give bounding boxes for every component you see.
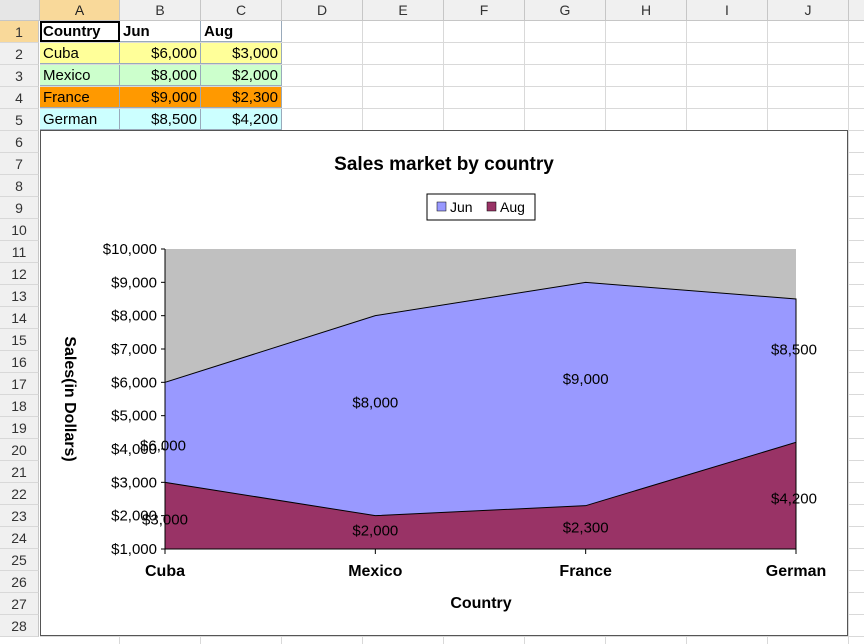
- column-header-a[interactable]: A: [40, 0, 120, 20]
- y-tick-label: $8,000: [111, 308, 157, 325]
- legend-label-jun: Jun: [450, 199, 473, 215]
- legend-swatch-jun: [436, 201, 447, 212]
- row-header-4[interactable]: 4: [0, 87, 39, 109]
- row-header-13[interactable]: 13: [0, 285, 39, 307]
- row-header-2[interactable]: 2: [0, 43, 39, 65]
- data-label-jun: $8,000: [352, 395, 398, 412]
- y-tick-label: $6,000: [111, 374, 157, 391]
- y-tick-label: $4,000: [111, 441, 157, 458]
- cell-aug[interactable]: $3,000: [201, 43, 282, 64]
- y-tick-label: $2,000: [111, 508, 157, 525]
- cell-country[interactable]: Cuba: [40, 43, 120, 64]
- cell-aug[interactable]: $2,300: [201, 87, 282, 108]
- gridline-horizontal: [40, 42, 864, 43]
- cell-jun[interactable]: $8,500: [120, 109, 201, 130]
- gridline-horizontal: [40, 108, 864, 109]
- y-axis-title: Sales(in Dollars): [61, 336, 78, 461]
- column-header-b[interactable]: B: [120, 0, 201, 20]
- data-label-aug: $2,000: [352, 522, 398, 539]
- row-header-7[interactable]: 7: [0, 153, 39, 175]
- data-label-aug: $2,300: [563, 519, 609, 536]
- cell-jun[interactable]: $8,000: [120, 65, 201, 86]
- row-header-27[interactable]: 27: [0, 593, 39, 615]
- gridline-horizontal: [40, 636, 864, 637]
- legend-label-aug: Aug: [500, 199, 525, 215]
- y-tick-label: $1,000: [111, 541, 157, 558]
- data-label-aug: $3,000: [142, 512, 188, 529]
- cell-aug[interactable]: $2,000: [201, 65, 282, 86]
- cell-jun[interactable]: $6,000: [120, 43, 201, 64]
- row-header-20[interactable]: 20: [0, 439, 39, 461]
- data-label-jun: $6,000: [140, 437, 186, 454]
- row-header-28[interactable]: 28: [0, 615, 39, 637]
- data-label-jun: $8,500: [771, 342, 817, 359]
- row-header-10[interactable]: 10: [0, 219, 39, 241]
- row-header-25[interactable]: 25: [0, 549, 39, 571]
- x-tick-label: France: [559, 563, 612, 580]
- select-all-corner[interactable]: [0, 0, 40, 20]
- row-header-18[interactable]: 18: [0, 395, 39, 417]
- x-tick-label: German: [766, 563, 826, 580]
- row-header-21[interactable]: 21: [0, 461, 39, 483]
- column-header-d[interactable]: D: [282, 0, 363, 20]
- gridline-horizontal: [40, 86, 864, 87]
- row-header-11[interactable]: 11: [0, 241, 39, 263]
- gridline-horizontal: [40, 64, 864, 65]
- gridline-vertical: [848, 21, 849, 644]
- row-header-24[interactable]: 24: [0, 527, 39, 549]
- x-tick-label: Cuba: [145, 563, 185, 580]
- row-header-5[interactable]: 5: [0, 109, 39, 131]
- cell-b1-header-jun[interactable]: Jun: [120, 21, 201, 42]
- cell-jun[interactable]: $9,000: [120, 87, 201, 108]
- data-label-aug: $4,200: [771, 491, 817, 508]
- data-label-jun: $9,000: [563, 371, 609, 388]
- chart-title: Sales market by country: [334, 154, 554, 175]
- row-header-8[interactable]: 8: [0, 175, 39, 197]
- row-header-12[interactable]: 12: [0, 263, 39, 285]
- cell-country[interactable]: German: [40, 109, 120, 130]
- cell-country[interactable]: Mexico: [40, 65, 120, 86]
- column-header-e[interactable]: E: [363, 0, 444, 20]
- row-header-1[interactable]: 1: [0, 21, 39, 43]
- column-header-f[interactable]: F: [444, 0, 525, 20]
- row-header-14[interactable]: 14: [0, 307, 39, 329]
- column-header-j[interactable]: J: [768, 0, 849, 20]
- column-header-h[interactable]: H: [606, 0, 687, 20]
- y-tick-label: $7,000: [111, 341, 157, 358]
- row-header-17[interactable]: 17: [0, 373, 39, 395]
- y-tick-label: $5,000: [111, 408, 157, 425]
- row-header-16[interactable]: 16: [0, 351, 39, 373]
- y-tick-label: $3,000: [111, 474, 157, 491]
- column-header-bar: A B C D E F G H I J: [0, 0, 864, 21]
- cell-a1-header-country[interactable]: Country: [40, 21, 120, 42]
- column-header-c[interactable]: C: [201, 0, 282, 20]
- row-header-6[interactable]: 6: [0, 131, 39, 153]
- cell-aug[interactable]: $4,200: [201, 109, 282, 130]
- column-header-i[interactable]: I: [687, 0, 768, 20]
- row-header-23[interactable]: 23: [0, 505, 39, 527]
- row-header-3[interactable]: 3: [0, 65, 39, 87]
- cell-c1-header-aug[interactable]: Aug: [201, 21, 282, 42]
- row-header-22[interactable]: 22: [0, 483, 39, 505]
- y-tick-label: $10,000: [103, 241, 157, 258]
- legend-swatch-aug: [486, 201, 497, 212]
- x-axis-title: Country: [450, 595, 511, 612]
- column-header-g[interactable]: G: [525, 0, 606, 20]
- row-header-9[interactable]: 9: [0, 197, 39, 219]
- x-tick-label: Mexico: [348, 563, 402, 580]
- row-header-26[interactable]: 26: [0, 571, 39, 593]
- row-header-15[interactable]: 15: [0, 329, 39, 351]
- row-header-19[interactable]: 19: [0, 417, 39, 439]
- y-tick-label: $9,000: [111, 274, 157, 291]
- cell-country[interactable]: France: [40, 87, 120, 108]
- chart-canvas: $1,000$2,000$3,000$4,000$5,000$6,000$7,0…: [61, 154, 826, 612]
- embedded-chart[interactable]: $1,000 $2,000 $3,000 $4,000 $5,000 $6,000 $7,0…: [40, 130, 848, 636]
